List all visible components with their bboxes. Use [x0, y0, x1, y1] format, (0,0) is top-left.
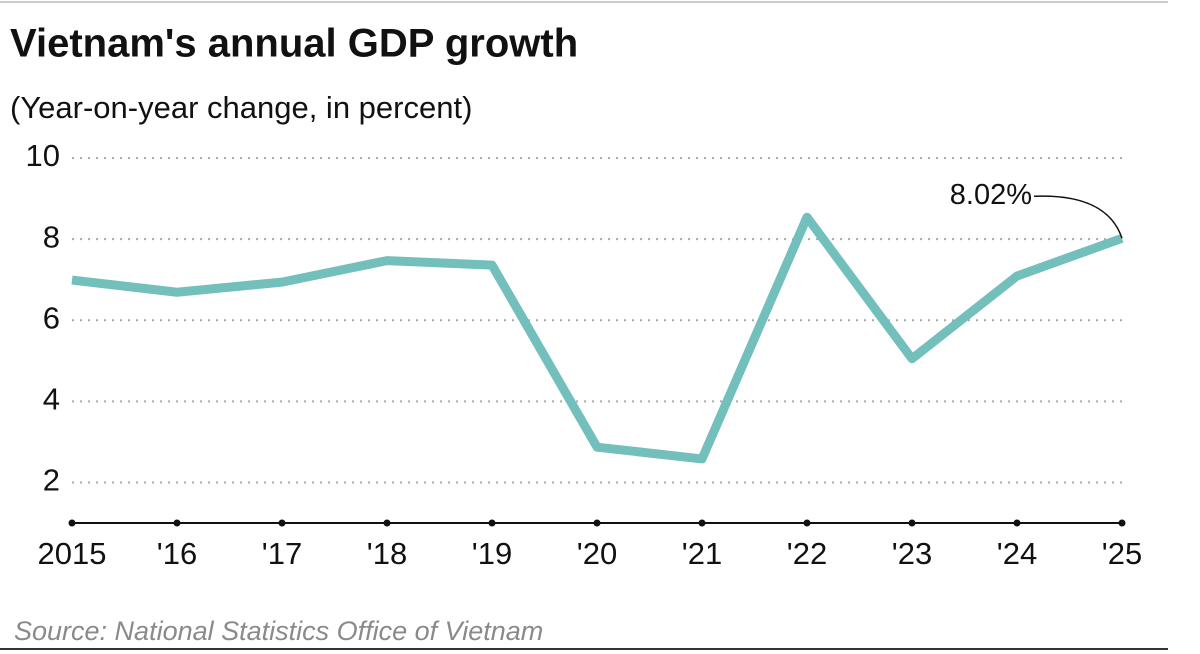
- x-tick-label: '17: [262, 536, 302, 571]
- data-label: 8.02%: [950, 179, 1032, 211]
- chart-subtitle: (Year-on-year change, in percent): [10, 90, 472, 125]
- x-tick-label: '25: [1102, 536, 1142, 571]
- y-tick-label: 2: [43, 463, 60, 498]
- y-tick-label: 4: [43, 382, 60, 417]
- source: Source: National Statistics Office of Vi…: [14, 616, 543, 646]
- x-tick: [383, 519, 391, 527]
- x-tick: [68, 519, 76, 527]
- x-tick-label: '21: [682, 536, 722, 571]
- y-tick-label: 8: [43, 219, 60, 254]
- x-tick: [173, 519, 181, 527]
- x-tick: [1013, 519, 1021, 527]
- data-line: [71, 212, 1124, 464]
- x-tick-label: '23: [892, 536, 932, 571]
- x-tick-label: '18: [367, 536, 407, 571]
- x-tick: [908, 519, 916, 527]
- x-tick: [698, 519, 706, 527]
- x-tick: [593, 519, 601, 527]
- x-tick-label: '16: [157, 536, 197, 571]
- chart-title: Vietnam's annual GDP growth: [10, 22, 578, 66]
- x-tick: [803, 519, 811, 527]
- x-tick: [1118, 519, 1126, 527]
- x-tick-label: '19: [472, 536, 512, 571]
- x-tick-label: '20: [577, 536, 617, 571]
- y-tick-label: 10: [26, 138, 60, 173]
- x-tick-label: '24: [997, 536, 1037, 571]
- x-tick: [488, 519, 496, 527]
- label-leader: [1033, 195, 1123, 239]
- x-tick: [278, 519, 286, 527]
- y-tick-label: 6: [43, 300, 60, 335]
- x-tick-label: '22: [787, 536, 827, 571]
- x-tick-label: 2015: [38, 536, 107, 571]
